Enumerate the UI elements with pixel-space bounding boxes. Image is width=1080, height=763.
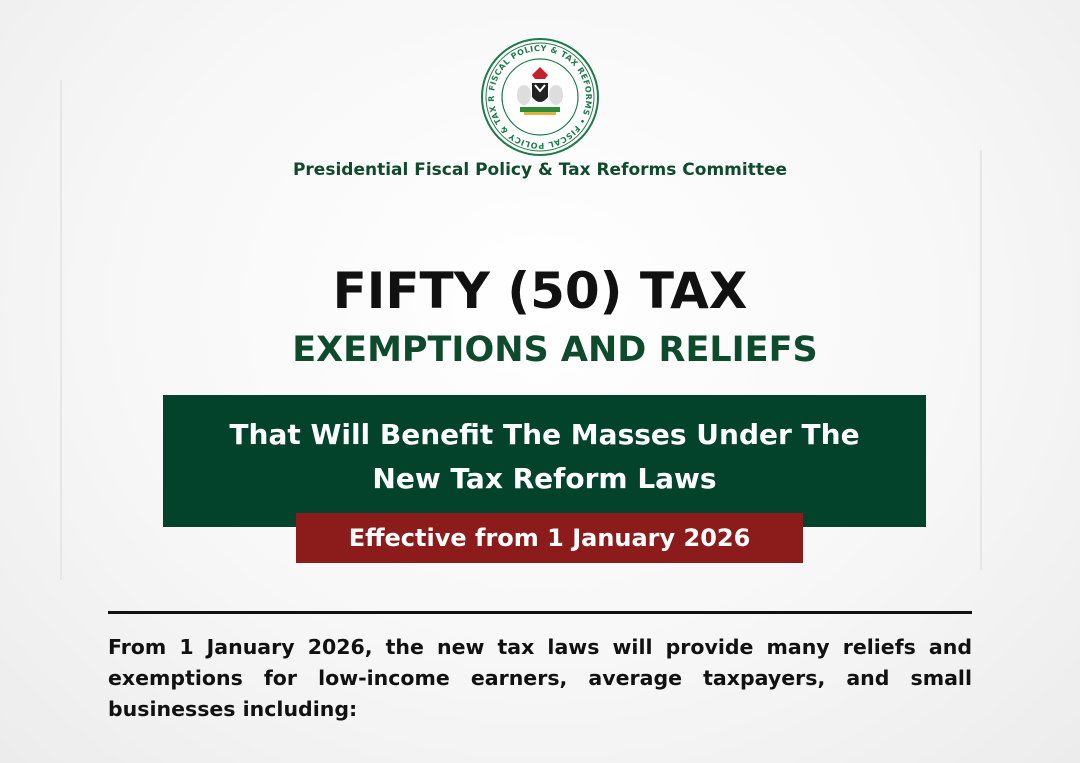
background-decoration [980, 150, 982, 570]
divider [108, 611, 972, 614]
intro-paragraph: From 1 January 2026, the new tax laws wi… [108, 635, 972, 721]
title-line-2: EXEMPTIONS AND RELIEFS [292, 330, 818, 370]
subtitle-line-1: That Will Benefit The Masses Under The [229, 418, 860, 451]
subtitle-line-2: New Tax Reform Laws [372, 462, 717, 495]
committee-name: Presidential Fiscal Policy & Tax Reforms… [292, 160, 788, 180]
background-decoration [60, 80, 62, 580]
title-line-1: FIFTY (50) TAX [332, 262, 748, 320]
committee-logo: FISCAL POLICY & TAX REFORMS • FISCAL POL… [480, 37, 599, 156]
effective-date-badge: Effective from 1 January 2026 [296, 513, 803, 563]
subtitle-banner: That Will Benefit The Masses Under The N… [163, 395, 926, 527]
